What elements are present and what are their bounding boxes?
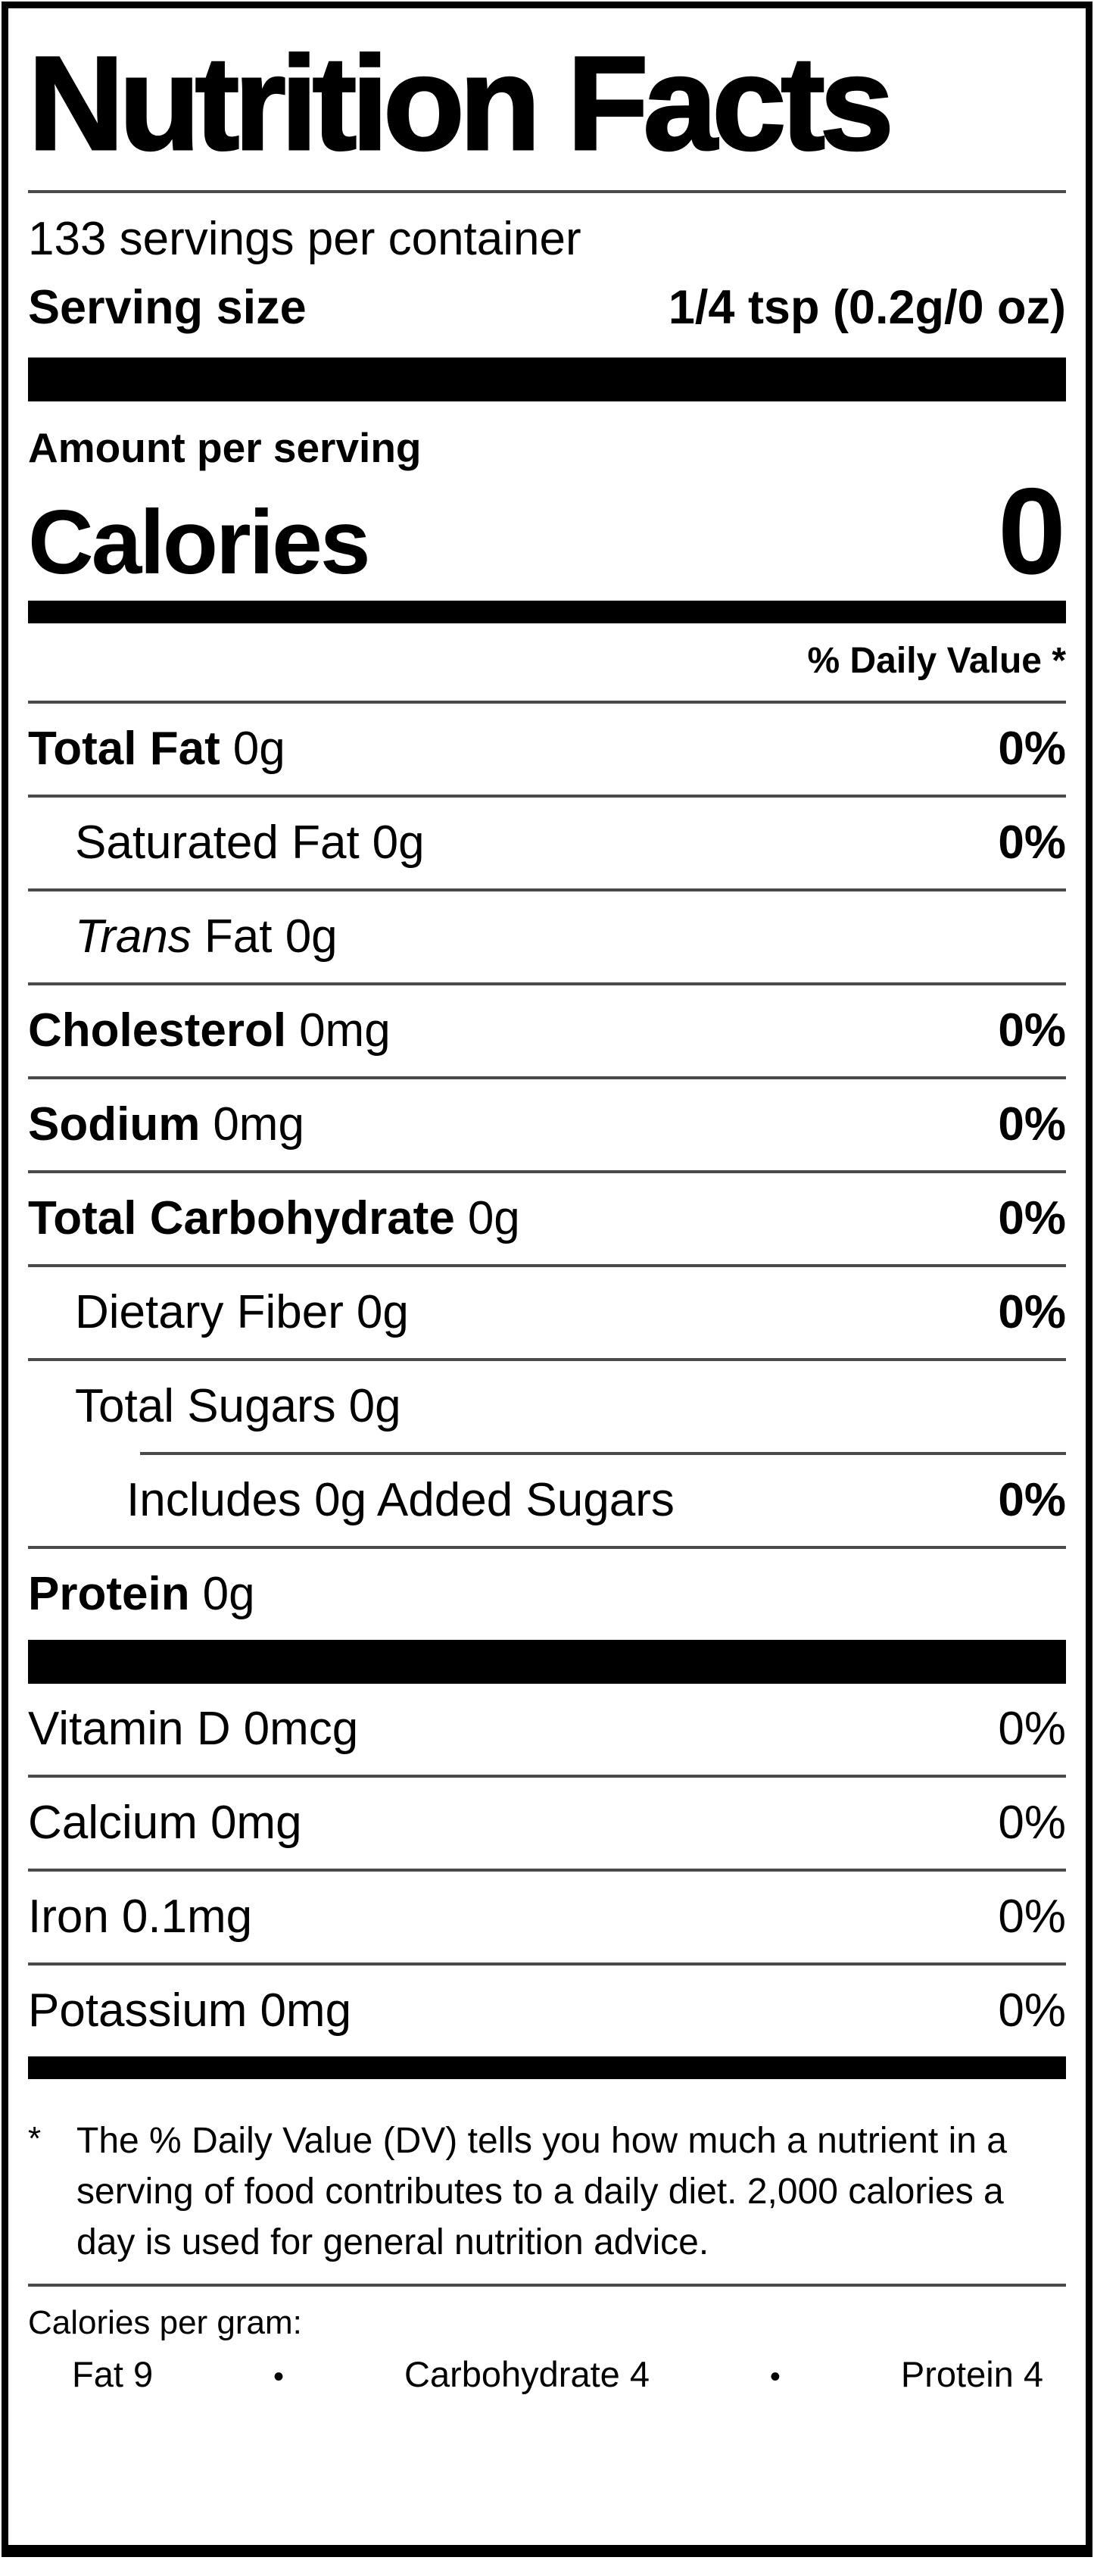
nutrient-row-saturated-fat: Saturated Fat 0g 0%: [28, 798, 1066, 888]
nutrient-name: Cholesterol: [28, 1004, 287, 1057]
micronutrient-row-calcium: Calcium 0mg 0%: [28, 1778, 1066, 1869]
divider: [28, 1869, 1066, 1872]
nutrient-row-sodium: Sodium 0mg 0%: [28, 1079, 1066, 1170]
nutrient-row-trans-fat: Trans Fat 0g: [28, 891, 1066, 982]
nutrient-amount: 0g: [372, 817, 425, 869]
nutrient-name: Total Carbohydrate: [28, 1192, 455, 1244]
nutrient-name: Saturated Fat: [75, 817, 360, 869]
divider: [28, 1076, 1066, 1079]
thick-bar: [28, 1640, 1066, 1684]
nutrient-amount: Fat 0g: [204, 910, 338, 963]
divider: [28, 888, 1066, 891]
calories-per-gram-heading: Calories per gram:: [28, 2303, 302, 2341]
divider: [28, 190, 1066, 193]
micronutrient-dv: 0%: [998, 1703, 1066, 1755]
micronutrient-dv: 0%: [998, 1984, 1066, 2037]
daily-value-header: % Daily Value *: [807, 641, 1066, 681]
micronutrient-row-potassium: Potassium 0mg 0%: [28, 1966, 1066, 2056]
micronutrient-amount: 0.1mg: [121, 1891, 253, 1943]
nutrient-row-total-fat: Total Fat 0g 0%: [28, 704, 1066, 795]
servings-per-container: 133 servings per container: [28, 213, 581, 265]
medium-bar: [28, 2056, 1066, 2079]
divider: [28, 795, 1066, 798]
nutrient-name: Includes 0g Added Sugars: [126, 1474, 675, 1526]
nutrient-amount: 0mg: [213, 1098, 304, 1151]
nutrient-amount: 0mg: [299, 1004, 391, 1057]
nutrient-amount: 0g: [356, 1286, 409, 1338]
micronutrient-row-vitamin-d: Vitamin D 0mcg 0%: [28, 1684, 1066, 1775]
thick-bar: [28, 358, 1066, 401]
micronutrient-dv: 0%: [998, 1797, 1066, 1849]
daily-value-footnote: * The % Daily Value (DV) tells you how m…: [28, 2079, 1066, 2284]
serving-size-label: Serving size: [28, 281, 307, 334]
nutrient-amount: 0g: [232, 723, 285, 775]
nutrient-dv: 0%: [998, 817, 1066, 869]
calories-per-gram-row: Fat 9 • Carbohydrate 4 • Protein 4: [28, 2340, 1066, 2392]
nutrient-name: Sodium: [28, 1098, 201, 1151]
bullet-separator: •: [273, 2359, 285, 2393]
micronutrient-dv: 0%: [998, 1891, 1066, 1943]
divider: [28, 1775, 1066, 1778]
micronutrient-name: Calcium: [28, 1797, 198, 1849]
medium-bar: [28, 601, 1066, 623]
nutrient-name: Total Fat: [28, 723, 220, 775]
bullet-separator: •: [769, 2359, 781, 2393]
calories-value: 0: [997, 463, 1066, 600]
nutrient-row-dietary-fiber: Dietary Fiber 0g 0%: [28, 1267, 1066, 1358]
serving-size-row: Serving size 1/4 tsp (0.2g/0 oz): [28, 263, 1066, 358]
divider: [28, 1170, 1066, 1173]
calories-label: Calories: [28, 492, 371, 593]
micronutrient-amount: 0mg: [260, 1984, 352, 2037]
calories-row: Calories 0: [28, 469, 1066, 601]
calories-per-gram-carbohydrate: Carbohydrate 4: [404, 2353, 650, 2394]
calories-per-gram-protein: Protein 4: [900, 2353, 1043, 2394]
divider: [28, 982, 1066, 985]
nutrient-row-cholesterol: Cholesterol 0mg 0%: [28, 985, 1066, 1076]
nutrient-dv: 0%: [998, 1192, 1066, 1244]
nutrient-dv: 0%: [998, 1286, 1066, 1338]
nutrient-row-protein: Protein 0g: [28, 1549, 1066, 1640]
nutrient-amount: 0g: [202, 1568, 255, 1620]
nutrient-amount: 0g: [467, 1192, 520, 1244]
nutrient-name: Protein: [28, 1568, 190, 1620]
amount-per-serving: Amount per serving: [28, 424, 422, 471]
divider: [28, 1546, 1066, 1549]
micronutrient-amount: 0mcg: [243, 1703, 359, 1755]
nutrient-dv: 0%: [998, 1004, 1066, 1057]
micronutrient-name: Iron: [28, 1891, 109, 1943]
nutrient-dv: 0%: [998, 723, 1066, 775]
micronutrient-name: Potassium: [28, 1984, 248, 2037]
divider: [28, 1264, 1066, 1267]
divider: [28, 2283, 1066, 2287]
divider: [28, 1358, 1066, 1361]
serving-size-value: 1/4 tsp (0.2g/0 oz): [668, 281, 1066, 334]
calories-per-gram-fat: Fat 9: [72, 2353, 154, 2394]
footnote-text: The % Daily Value (DV) tells you how muc…: [76, 2121, 1007, 2263]
nutrient-name: Total Sugars: [75, 1380, 336, 1432]
micronutrient-name: Vitamin D: [28, 1703, 231, 1755]
nutrient-row-total-sugars: Total Sugars 0g: [28, 1361, 1066, 1452]
nutrient-row-added-sugars: Includes 0g Added Sugars 0%: [28, 1455, 1066, 1546]
nutrient-dv: 0%: [998, 1474, 1066, 1526]
divider: [28, 1962, 1066, 1966]
nutrient-amount: 0g: [348, 1380, 401, 1432]
label-title: Nutrition Facts: [27, 30, 896, 178]
footnote-asterisk: *: [28, 2120, 42, 2157]
nutrient-name: Dietary Fiber: [75, 1286, 344, 1338]
micronutrient-row-iron: Iron 0.1mg 0%: [28, 1872, 1066, 1962]
divider: [28, 701, 1066, 704]
nutrient-dv: 0%: [998, 1098, 1066, 1151]
nutrient-name: Trans: [75, 910, 192, 963]
nutrient-row-total-carbohydrate: Total Carbohydrate 0g 0%: [28, 1173, 1066, 1264]
divider: [140, 1452, 1066, 1455]
micronutrient-amount: 0mg: [210, 1797, 302, 1849]
